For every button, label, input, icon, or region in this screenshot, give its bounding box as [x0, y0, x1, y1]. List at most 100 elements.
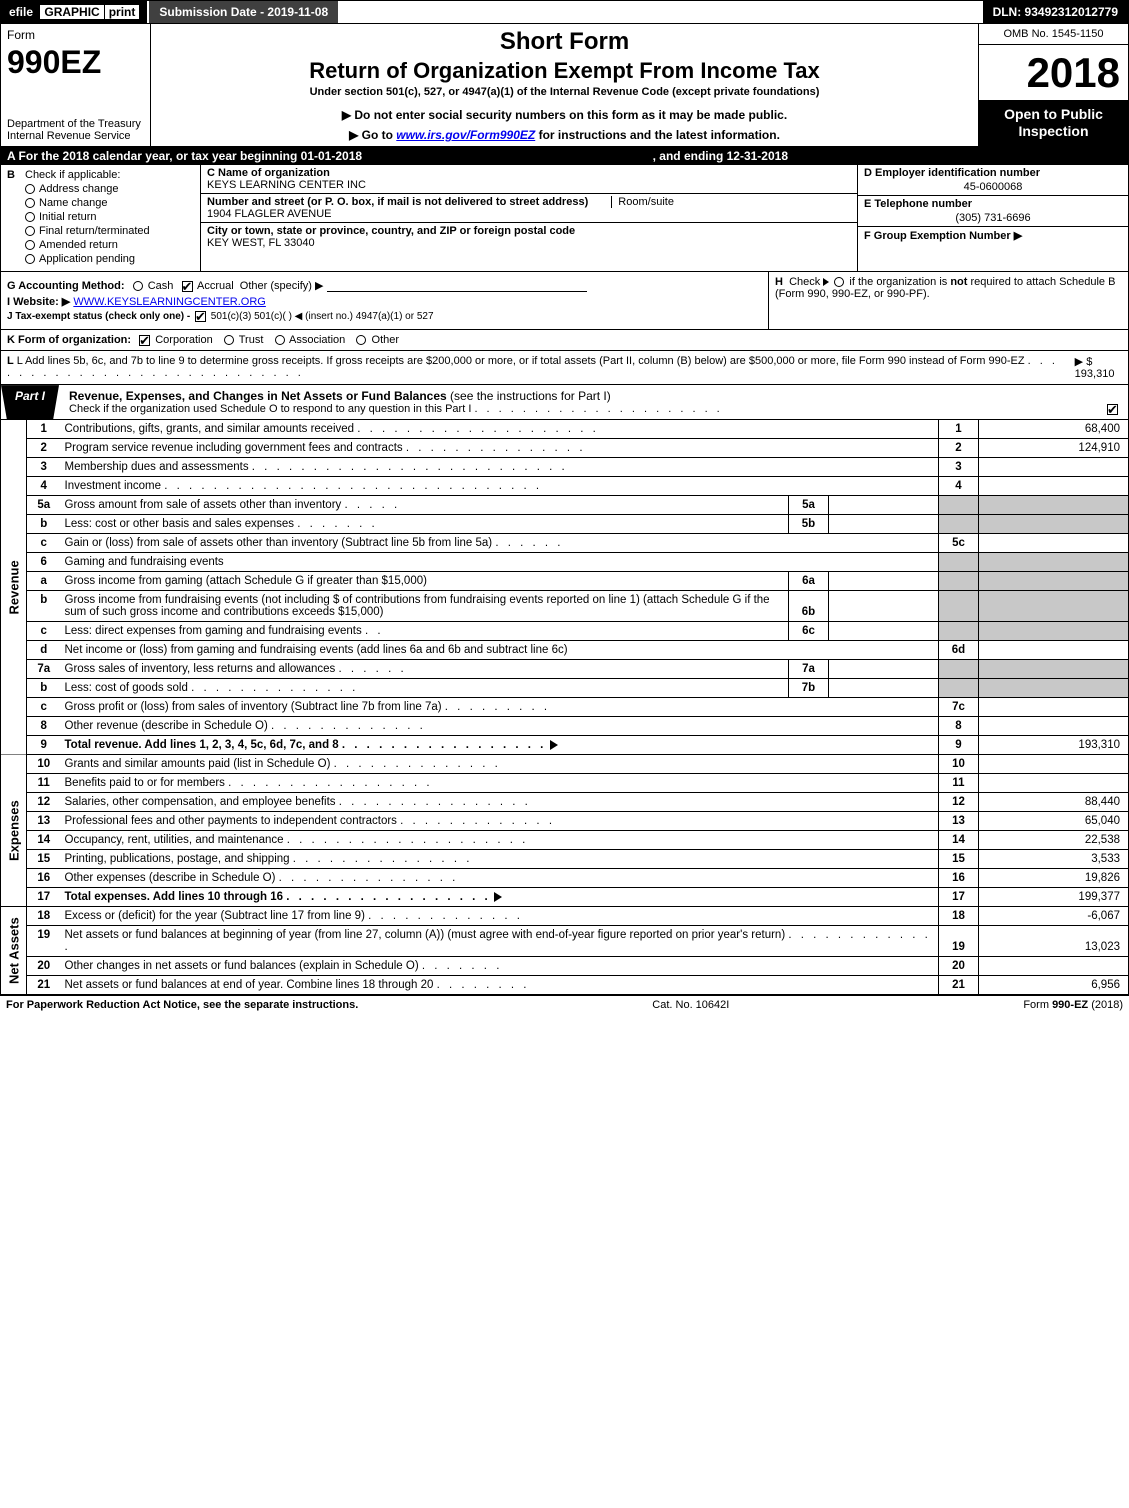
- lines-table: Revenue 1 Contributions, gifts, grants, …: [0, 420, 1129, 995]
- footer-right: Form 990-EZ (2018): [1023, 999, 1123, 1011]
- efile-badge: efile GRAPHIC print: [1, 1, 147, 23]
- ein-label: D Employer identification number: [864, 167, 1040, 179]
- submission-date: Submission Date - 2019-11-08: [147, 1, 340, 23]
- part1-header: Part I Revenue, Expenses, and Changes in…: [0, 385, 1129, 420]
- top-bar: efile GRAPHIC print Submission Date - 20…: [0, 0, 1129, 24]
- dln: DLN: 93492312012779: [983, 1, 1128, 23]
- j-line: J Tax-exempt status (check only one) - 5…: [7, 311, 762, 322]
- g-line: G Accounting Method: Cash Accrual Other …: [7, 279, 762, 292]
- instr2-prefix: ▶ Go to: [349, 128, 396, 142]
- form-header: Form 990EZ Department of the Treasury In…: [0, 24, 1129, 147]
- ssn-warning: ▶ Do not enter social security numbers o…: [342, 108, 787, 122]
- street-row: Number and street (or P. O. box, if mail…: [201, 194, 857, 223]
- table-row: 9 Total revenue. Add lines 1, 2, 3, 4, 5…: [1, 736, 1129, 755]
- table-row: 2 Program service revenue including gove…: [1, 439, 1129, 458]
- j-label: J Tax-exempt status (check only one) -: [7, 311, 190, 322]
- part1-sub: Check if the organization used Schedule …: [69, 403, 1087, 415]
- h-radio[interactable]: [834, 277, 844, 287]
- efile-text: efile: [9, 5, 33, 19]
- header-left: Form 990EZ Department of the Treasury In…: [1, 24, 151, 146]
- period-bar: A For the 2018 calendar year, or tax yea…: [0, 147, 1129, 165]
- phone-value: (305) 731-6696: [864, 212, 1122, 224]
- period-end: , and ending 12-31-2018: [653, 149, 788, 163]
- table-row: 12 Salaries, other compensation, and emp…: [1, 793, 1129, 812]
- opt-final-return[interactable]: Final return/terminated: [25, 225, 194, 237]
- form-number: 990EZ: [7, 46, 144, 78]
- k-other[interactable]: [356, 335, 366, 345]
- table-row: c Gross profit or (loss) from sales of i…: [1, 698, 1129, 717]
- g-label: G Accounting Method:: [7, 280, 125, 292]
- page-footer: For Paperwork Reduction Act Notice, see …: [0, 995, 1129, 1014]
- b-letter: B: [7, 169, 15, 181]
- street-value: 1904 FLAGLER AVENUE: [207, 208, 332, 220]
- irs-text: Internal Revenue Service: [7, 130, 131, 142]
- table-row: Revenue 1 Contributions, gifts, grants, …: [1, 420, 1129, 439]
- opt-initial-return[interactable]: Initial return: [25, 211, 194, 223]
- part1-schedule-o-check[interactable]: [1107, 404, 1118, 415]
- section-c: C Name of organization KEYS LEARNING CEN…: [201, 165, 858, 271]
- table-row: 19 Net assets or fund balances at beginn…: [1, 926, 1129, 957]
- l-amount: ▶ $ 193,310: [1067, 355, 1122, 380]
- table-row: c Less: direct expenses from gaming and …: [1, 622, 1129, 641]
- table-row: 16 Other expenses (describe in Schedule …: [1, 869, 1129, 888]
- group-label: F Group Exemption Number ▶: [864, 230, 1022, 242]
- g-other-blank[interactable]: [327, 280, 587, 292]
- opt-application-pending[interactable]: Application pending: [25, 253, 194, 265]
- c-name-label: C Name of organization: [207, 167, 330, 179]
- k-corp[interactable]: [139, 335, 150, 346]
- table-row: 21 Net assets or fund balances at end of…: [1, 976, 1129, 995]
- omb-number: OMB No. 1545-1150: [979, 24, 1128, 45]
- k-trust[interactable]: [224, 335, 234, 345]
- arrow-icon: [550, 740, 558, 750]
- table-row: 15 Printing, publications, postage, and …: [1, 850, 1129, 869]
- table-row: d Net income or (loss) from gaming and f…: [1, 641, 1129, 660]
- table-row: 5a Gross amount from sale of assets othe…: [1, 496, 1129, 515]
- irs-link[interactable]: www.irs.gov/Form990EZ: [396, 128, 535, 142]
- website-link[interactable]: WWW.KEYSLEARNINGCENTER.ORG: [73, 296, 266, 308]
- table-row: Expenses 10 Grants and similar amounts p…: [1, 755, 1129, 774]
- part1-checkbox-right: [1097, 385, 1128, 419]
- revenue-side-label: Revenue: [1, 420, 27, 755]
- j-501c3[interactable]: [195, 311, 206, 322]
- table-row: 4 Investment income . . . . . . . . . . …: [1, 477, 1129, 496]
- k-line: K Form of organization: Corporation Trus…: [0, 330, 1129, 351]
- city-row: City or town, state or province, country…: [201, 223, 857, 251]
- instr2-suffix: for instructions and the latest informat…: [535, 128, 780, 142]
- phone-cell: E Telephone number (305) 731-6696: [858, 196, 1128, 227]
- table-row: 7a Gross sales of inventory, less return…: [1, 660, 1129, 679]
- section-def: D Employer identification number 45-0600…: [858, 165, 1128, 271]
- table-row: a Gross income from gaming (attach Sched…: [1, 572, 1129, 591]
- i-label: I Website: ▶: [7, 296, 70, 308]
- opt-amended-return[interactable]: Amended return: [25, 239, 194, 251]
- footer-mid: Cat. No. 10642I: [358, 999, 1023, 1011]
- table-row: 14 Occupancy, rent, utilities, and maint…: [1, 831, 1129, 850]
- table-row: 11 Benefits paid to or for members . . .…: [1, 774, 1129, 793]
- opt-name-change[interactable]: Name change: [25, 197, 194, 209]
- header-center: Short Form Return of Organization Exempt…: [151, 24, 978, 146]
- table-row: 20 Other changes in net assets or fund b…: [1, 957, 1129, 976]
- table-row: b Gross income from fundraising events (…: [1, 591, 1129, 622]
- city-label: City or town, state or province, country…: [207, 225, 575, 237]
- graphic-text: GRAPHIC: [40, 5, 103, 19]
- g-accrual-check[interactable]: [182, 281, 193, 292]
- table-row: 13 Professional fees and other payments …: [1, 812, 1129, 831]
- table-row: Net Assets 18 Excess or (deficit) for th…: [1, 907, 1129, 926]
- info-grid: B Check if applicable: Address change Na…: [0, 165, 1129, 272]
- top-bar-spacer: [340, 1, 982, 23]
- arrow-icon: [494, 892, 502, 902]
- table-row: 3 Membership dues and assessments . . . …: [1, 458, 1129, 477]
- short-form-title: Short Form: [500, 28, 629, 56]
- table-row: b Less: cost of goods sold . . . . . . .…: [1, 679, 1129, 698]
- opt-address-change[interactable]: Address change: [25, 183, 194, 195]
- section-b: B Check if applicable: Address change Na…: [1, 165, 201, 271]
- expenses-side-label: Expenses: [1, 755, 27, 907]
- return-title: Return of Organization Exempt From Incom…: [309, 58, 820, 84]
- g-cash-radio[interactable]: [133, 281, 143, 291]
- form-word: Form: [7, 28, 144, 42]
- l-line: L L Add lines 5b, 6c, and 7b to line 9 t…: [0, 351, 1129, 385]
- part1-title: Revenue, Expenses, and Changes in Net As…: [59, 385, 1097, 419]
- table-row: c Gain or (loss) from sale of assets oth…: [1, 534, 1129, 553]
- k-assoc[interactable]: [275, 335, 285, 345]
- part1-tab: Part I: [1, 385, 59, 419]
- h-arrow-icon: [823, 278, 829, 286]
